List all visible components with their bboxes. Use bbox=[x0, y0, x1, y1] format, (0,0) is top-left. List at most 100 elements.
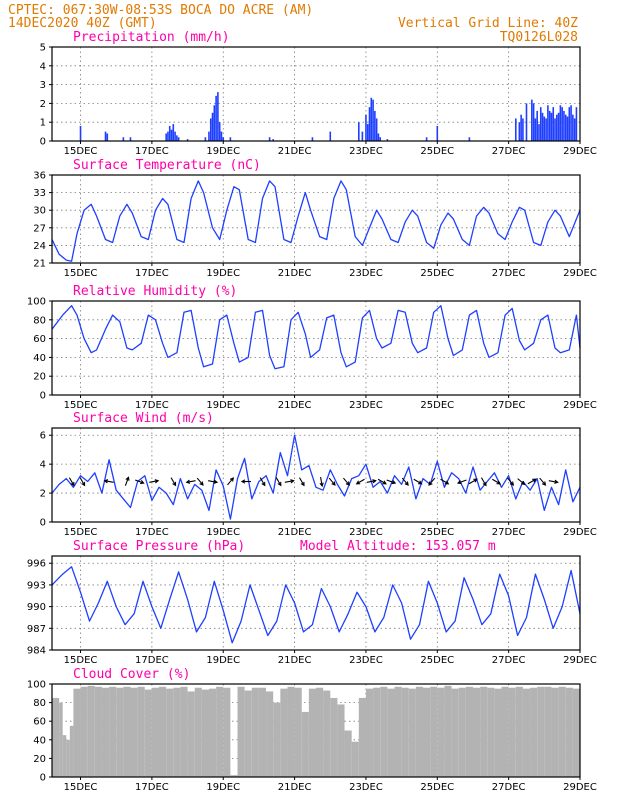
precip-bar bbox=[531, 99, 533, 141]
x-tick-label: 25DEC bbox=[420, 655, 454, 666]
y-tick-label: 2 bbox=[40, 489, 46, 500]
humidity-panel: Relative Humidity (%) 0 20 40 60 80 100 15DEC 17… bbox=[27, 284, 597, 411]
temperature-panel: Surface Temperature (nC) 21 24 27 30 33 36 15DE… bbox=[33, 158, 597, 279]
wind-arrow bbox=[377, 478, 387, 485]
wind-arrow-head bbox=[240, 479, 246, 484]
wind-arrow-shaft bbox=[284, 480, 294, 483]
precip-bar bbox=[168, 125, 171, 141]
y-tick-label: 0 bbox=[40, 773, 46, 784]
wind-arrow-head bbox=[496, 480, 502, 485]
cloud-bar bbox=[287, 686, 295, 777]
cloud-bar bbox=[487, 687, 495, 777]
wind-arrow-shaft bbox=[440, 478, 449, 485]
cloud-bar bbox=[380, 686, 388, 777]
precip-bar bbox=[552, 107, 555, 141]
wind-arrow-head bbox=[300, 481, 305, 487]
wind-arrow-head bbox=[199, 481, 204, 486]
wind-arrow-shaft bbox=[124, 477, 129, 486]
wind-arrow-head bbox=[444, 480, 450, 485]
precip-bar bbox=[541, 112, 544, 141]
cloud-bar bbox=[73, 688, 81, 777]
series-line bbox=[51, 434, 581, 520]
precip-bar bbox=[220, 131, 223, 141]
cloud-bar bbox=[351, 741, 359, 777]
header-date-line: 14DEC2020 40Z (GMT) bbox=[8, 16, 157, 31]
wind-arrow bbox=[343, 477, 350, 486]
cloud-bar bbox=[430, 686, 438, 777]
cloud-bar bbox=[551, 687, 559, 777]
x-tick-label: 23DEC bbox=[349, 655, 383, 666]
precip-bar bbox=[556, 114, 558, 141]
y-tick-label: 996 bbox=[27, 559, 46, 570]
wind-arrow-shaft bbox=[507, 477, 514, 486]
precip-bar bbox=[370, 97, 373, 141]
precip-bar bbox=[104, 131, 107, 141]
wind-arrow bbox=[386, 479, 397, 485]
cloud-bar bbox=[130, 687, 138, 777]
panel-title: Surface Pressure (hPa) bbox=[73, 539, 245, 554]
wind-arrow bbox=[456, 479, 467, 485]
precip-bar bbox=[575, 107, 578, 141]
wind-arrow bbox=[527, 478, 537, 485]
precip-bar bbox=[172, 124, 175, 141]
x-tick-label: 29DEC bbox=[563, 782, 597, 793]
wind-arrow bbox=[355, 478, 365, 485]
x-tick-label: 25DEC bbox=[420, 400, 454, 411]
wind-arrow-head bbox=[277, 481, 282, 487]
x-tick-label: 25DEC bbox=[420, 268, 454, 279]
y-tick-label: 27 bbox=[33, 223, 46, 234]
wind-arrow-shaft bbox=[517, 478, 525, 485]
wind-arrow-head bbox=[404, 481, 409, 486]
y-tick-label: 80 bbox=[33, 698, 46, 709]
y-tick-label: 33 bbox=[33, 188, 46, 199]
precip-bar bbox=[522, 118, 524, 141]
x-tick-label: 19DEC bbox=[206, 782, 240, 793]
x-tick-label: 25DEC bbox=[420, 782, 454, 793]
precip-bar bbox=[377, 133, 380, 141]
panel-frame bbox=[51, 300, 581, 396]
x-tick-label: 21DEC bbox=[278, 400, 312, 411]
y-tick-label: 40 bbox=[33, 735, 46, 746]
model-altitude-label: Model Altitude: 153.057 m bbox=[300, 539, 496, 554]
wind-arrow-shaft bbox=[377, 478, 387, 485]
precip-bar bbox=[177, 137, 180, 141]
precip-bar bbox=[539, 107, 542, 141]
y-tick-label: 80 bbox=[33, 315, 46, 326]
precip-bar bbox=[559, 105, 562, 141]
x-tick-label: 17DEC bbox=[135, 400, 169, 411]
x-tick-label: 25DEC bbox=[420, 527, 454, 538]
wind-arrow bbox=[413, 478, 423, 485]
y-tick-label: 0 bbox=[40, 391, 46, 402]
cloud-bar bbox=[565, 687, 573, 777]
y-tick-label: 100 bbox=[27, 297, 46, 308]
cloud-bar bbox=[52, 697, 60, 777]
cloud-bar bbox=[201, 689, 209, 777]
x-tick-label: 19DEC bbox=[206, 146, 240, 157]
wind-arrow-head bbox=[521, 480, 526, 486]
wind-arrow bbox=[539, 477, 547, 486]
cloud-bar bbox=[258, 687, 267, 777]
x-tick-label: 21DEC bbox=[278, 527, 312, 538]
wind-arrow-head bbox=[213, 479, 219, 484]
cloud-cover-panel: Cloud Cover (%) 0 20 40 60 80 100 15DEC 17DEC 19D… bbox=[27, 667, 597, 793]
wind-arrow-head bbox=[345, 481, 350, 486]
precip-bar bbox=[550, 112, 553, 141]
cloud-bar bbox=[194, 687, 202, 777]
y-tick-label: 100 bbox=[27, 680, 46, 691]
cloud-bar bbox=[415, 686, 424, 777]
x-tick-label: 15DEC bbox=[64, 268, 98, 279]
cloud-bar bbox=[87, 685, 95, 777]
wind-arrow-shaft bbox=[186, 480, 196, 483]
wind-arrow-shaft bbox=[527, 478, 537, 485]
wind-arrow-shaft bbox=[386, 479, 396, 484]
precip-bar bbox=[548, 110, 551, 141]
cloud-bar bbox=[401, 687, 409, 777]
precip-bar bbox=[547, 105, 549, 141]
y-tick-label: 30 bbox=[33, 206, 46, 217]
cloud-bar bbox=[62, 735, 67, 777]
y-tick-label: 3 bbox=[40, 80, 46, 91]
cloud-bar bbox=[451, 688, 459, 777]
cloud-bar bbox=[280, 688, 288, 777]
x-tick-label: 21DEC bbox=[278, 655, 312, 666]
